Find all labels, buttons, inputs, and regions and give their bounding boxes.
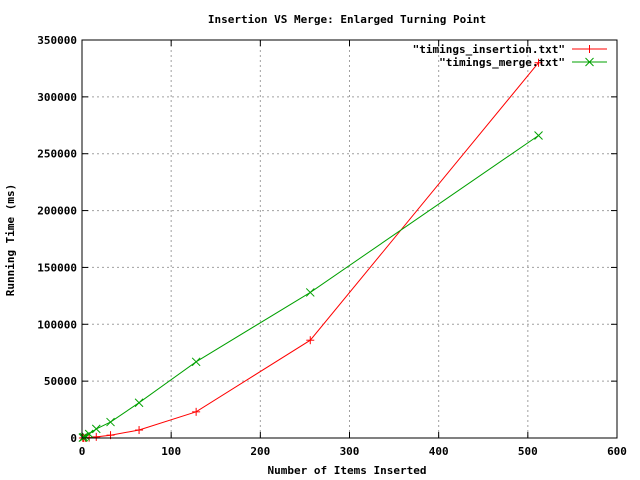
- series-line: [82, 62, 539, 439]
- series-layer: [78, 58, 543, 443]
- data-point: [135, 426, 144, 435]
- data-point: [305, 288, 315, 297]
- data-point: [534, 58, 543, 67]
- legend-entry: "timings_insertion.txt": [413, 43, 607, 56]
- legend-label: "timings_merge.txt": [439, 56, 565, 69]
- y-tick-label: 50000: [44, 375, 77, 388]
- data-point: [134, 398, 144, 408]
- data-point: [192, 407, 201, 416]
- data-point: [92, 432, 101, 441]
- data-point: [534, 131, 543, 140]
- data-point: [134, 398, 144, 408]
- legend-label: "timings_insertion.txt": [413, 43, 565, 56]
- data-point: [306, 336, 315, 345]
- y-tick-label: 200000: [37, 205, 77, 218]
- series: [78, 58, 543, 442]
- legend: "timings_insertion.txt""timings_merge.tx…: [413, 43, 607, 69]
- plot-frame: [81, 39, 618, 439]
- series-line: [82, 135, 539, 439]
- x-tick-label: 0: [79, 445, 86, 458]
- x-tick-label: 600: [607, 445, 627, 458]
- chart-title: Insertion VS Merge: Enlarged Turning Poi…: [208, 13, 486, 26]
- data-point: [79, 432, 89, 442]
- y-tick-label: 150000: [37, 261, 77, 274]
- data-point: [585, 57, 594, 67]
- y-tick-label: 300000: [37, 91, 77, 104]
- x-tick-label: 200: [250, 445, 270, 458]
- data-point: [84, 429, 94, 439]
- data-point: [191, 357, 201, 367]
- x-tick-label: 300: [340, 445, 360, 458]
- data-point: [106, 417, 115, 427]
- y-tick-label: 350000: [37, 34, 77, 47]
- x-axis-label: Number of Items Inserted: [268, 464, 427, 477]
- x-tick-label: 500: [518, 445, 538, 458]
- data-point: [191, 357, 201, 367]
- data-point: [305, 288, 315, 297]
- axis-ticks: 0 100 200 300 400 500 600 0 50000 100000 150000 200…: [37, 34, 627, 458]
- y-tick-label: 250000: [37, 148, 77, 161]
- y-tick-label: 0: [70, 432, 77, 445]
- data-point: [84, 429, 94, 439]
- data-point: [106, 417, 115, 427]
- x-tick-label: 100: [161, 445, 181, 458]
- series: [78, 131, 543, 443]
- data-point: [91, 424, 101, 434]
- data-point: [91, 424, 101, 434]
- data-point: [534, 131, 543, 140]
- y-tick-label: 100000: [37, 318, 77, 331]
- legend-entry: "timings_merge.txt": [439, 56, 607, 69]
- y-axis-label: Running Time (ms): [4, 184, 17, 297]
- data-point: [79, 432, 89, 442]
- x-tick-label: 400: [429, 445, 449, 458]
- grid: [82, 40, 617, 438]
